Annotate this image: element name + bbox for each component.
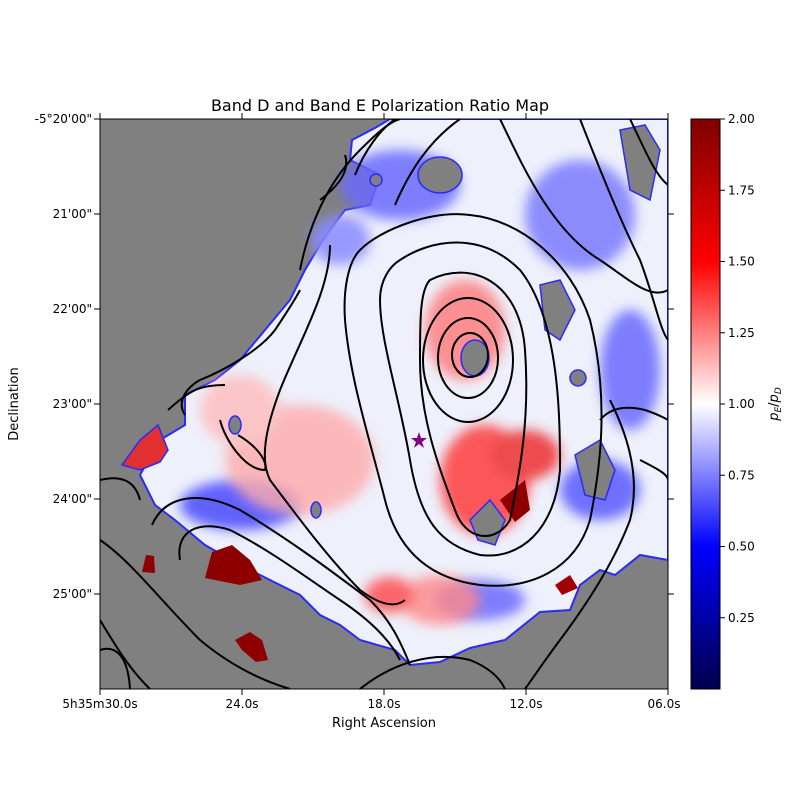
colorbar-tick-label: 2.00 bbox=[728, 112, 755, 126]
colorbar: 0.25 0.50 0.75 1.00 1.25 1.50 1.75 2.00 pE/pD bbox=[690, 112, 784, 690]
x-tick-label: 18.0s bbox=[368, 697, 401, 711]
y-axis: -5°20'00" 21'00" 22'00" 23'00" 24'00" 25… bbox=[7, 112, 674, 601]
y-axis-label: Declination bbox=[7, 367, 22, 441]
isolated-patch bbox=[555, 575, 578, 595]
high-ratio-region bbox=[490, 430, 560, 480]
contour-line bbox=[378, 241, 562, 557]
masked-hole bbox=[539, 279, 576, 342]
colorbar-gradient bbox=[690, 118, 721, 690]
contour-line bbox=[437, 317, 499, 399]
colorbar-tick-label: 0.50 bbox=[728, 540, 755, 554]
contour-line bbox=[451, 332, 489, 378]
contour-line bbox=[599, 406, 668, 421]
y-tick-label: 24'00" bbox=[53, 492, 92, 506]
x-axis-label: Right Ascension bbox=[332, 716, 436, 731]
y-tick-label: 23'00" bbox=[53, 397, 92, 411]
masked-hole bbox=[619, 124, 661, 202]
low-ratio-region bbox=[310, 215, 370, 265]
colorbar-tick-label: 0.75 bbox=[728, 468, 755, 482]
isolated-patch bbox=[235, 632, 268, 662]
contour-line bbox=[100, 477, 141, 501]
colorbar-tick-label: 1.00 bbox=[728, 397, 755, 411]
x-tick-label: 24.0s bbox=[226, 697, 259, 711]
y-tick-label: 21'00" bbox=[53, 207, 92, 221]
contour-line bbox=[180, 289, 301, 416]
masked-hole bbox=[574, 438, 616, 501]
high-ratio-region bbox=[200, 375, 280, 445]
colorbar-tick-label: 1.75 bbox=[728, 183, 755, 197]
contour-line bbox=[524, 399, 635, 689]
masked-hole bbox=[417, 156, 463, 194]
x-axis: 5h35m30.0s 24.0s 18.0s 12.0s 06.0s Right… bbox=[62, 113, 680, 731]
contour-line bbox=[579, 119, 668, 341]
colorbar-tick-label: 1.50 bbox=[728, 255, 755, 269]
contour-line bbox=[629, 119, 668, 186]
contour-line bbox=[100, 619, 151, 689]
contour-line bbox=[418, 271, 528, 537]
colorbar-label: pE/pD bbox=[767, 387, 784, 422]
contour-line bbox=[100, 539, 291, 689]
low-ratio-region bbox=[600, 310, 660, 430]
isolated-patch bbox=[205, 545, 262, 585]
star-marker bbox=[411, 432, 427, 448]
masked-hole bbox=[460, 339, 490, 377]
high-ratio-region bbox=[400, 575, 480, 625]
high-ratio-region bbox=[365, 577, 415, 613]
ratio-map bbox=[100, 119, 668, 689]
contour-line bbox=[422, 297, 514, 423]
contour-line bbox=[394, 119, 668, 294]
masked-hole bbox=[310, 501, 322, 519]
y-tick-label: 25'00" bbox=[53, 587, 92, 601]
isolated-patch bbox=[142, 555, 155, 573]
contour-line bbox=[178, 525, 401, 661]
x-tick-label: 5h35m30.0s bbox=[62, 697, 137, 711]
intensity-contours bbox=[100, 119, 668, 689]
masked-hole bbox=[569, 369, 587, 387]
y-tick-label: 22'00" bbox=[53, 302, 92, 316]
contour-line bbox=[359, 655, 506, 689]
contour-line bbox=[319, 154, 348, 201]
masked-hole bbox=[228, 415, 242, 435]
contour-line bbox=[219, 419, 267, 472]
chart-title: Band D and Band E Polarization Ratio Map bbox=[211, 96, 549, 115]
isolated-patch bbox=[500, 480, 530, 522]
contour-line bbox=[167, 384, 226, 411]
contour-line bbox=[263, 244, 406, 606]
isolated-patch bbox=[120, 423, 169, 471]
y-tick-label: -5°20'00" bbox=[35, 112, 92, 126]
colorbar-tick-label: 0.25 bbox=[728, 611, 755, 625]
masked-hole bbox=[369, 173, 383, 187]
map-footprint bbox=[138, 119, 668, 667]
x-tick-label: 12.0s bbox=[510, 697, 543, 711]
contour-line bbox=[343, 213, 603, 587]
contour-line bbox=[354, 119, 396, 176]
contour-line bbox=[151, 497, 411, 666]
colorbar-tick-label: 1.25 bbox=[728, 326, 755, 340]
contour-line bbox=[100, 647, 131, 689]
x-tick-label: 06.0s bbox=[648, 697, 681, 711]
